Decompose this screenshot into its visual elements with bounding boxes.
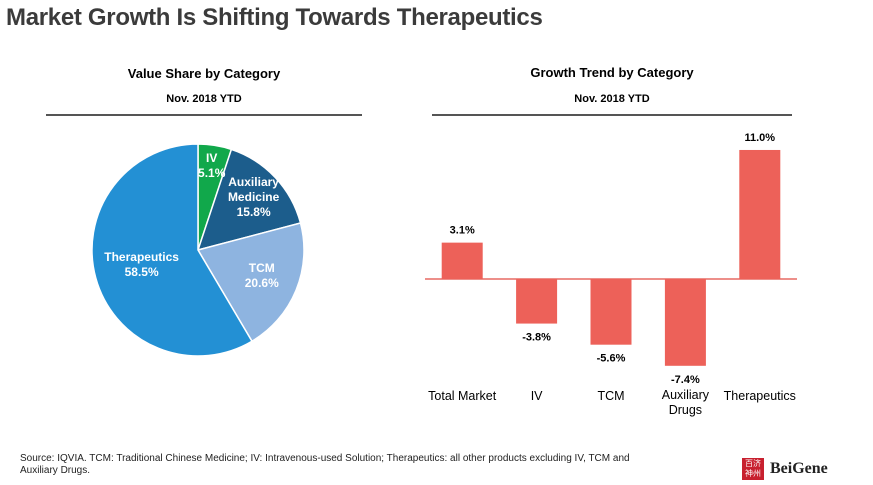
- pie-chart-subtitle: Nov. 2018 YTD: [166, 93, 242, 105]
- pie-label-value: 58.5%: [124, 265, 159, 280]
- pie-label-therapeutics: Therapeutics 58.5%: [104, 250, 179, 280]
- beigene-logo: 百济神州 BeiGene: [742, 458, 828, 480]
- bar-value-label: -5.6%: [597, 353, 626, 365]
- bar-iv: [516, 279, 558, 324]
- pie-label-auxiliary-medicine: Auxiliary Medicine 15.8%: [219, 175, 289, 220]
- bar-category-label: IV: [531, 389, 543, 403]
- bar-tcm: [590, 279, 632, 345]
- pie-label-iv: IV 5.1%: [198, 151, 225, 181]
- pie-label-name: IV: [206, 151, 218, 166]
- pie-slice-auxiliary-medicine: [196, 148, 302, 252]
- pie-label-value: 15.8%: [236, 205, 271, 220]
- page-title: Market Growth Is Shifting Towards Therap…: [6, 4, 543, 31]
- bar-value-label: -7.4%: [671, 374, 700, 386]
- bar-therapeutics: [739, 149, 781, 279]
- bar-chart-title: Growth Trend by Category: [530, 65, 694, 80]
- source-footnote: Source: IQVIA. TCM: Traditional Chinese …: [20, 453, 630, 476]
- pie-label-value: 5.1%: [198, 166, 226, 181]
- pie-label-name: TCM: [248, 261, 275, 276]
- bar-value-label: 3.1%: [450, 225, 475, 237]
- pie-label-tcm: TCM 20.6%: [245, 261, 279, 291]
- bar-total-market: [441, 242, 483, 279]
- bar-auxiliary-drugs: [664, 279, 706, 366]
- logo-text: BeiGene: [770, 460, 828, 477]
- bar-category-label: Auxiliary Drugs: [662, 388, 710, 417]
- pie-slice-tcm: [196, 222, 305, 343]
- bar-category-label: Total Market: [428, 389, 497, 403]
- bar-value-label: 11.0%: [745, 132, 776, 144]
- bar-value-label: -3.8%: [522, 332, 551, 344]
- bar-divider: [432, 114, 792, 116]
- bar-category-label: TCM: [597, 389, 624, 403]
- pie-label-name: Therapeutics: [104, 250, 179, 265]
- bar-category-label: Therapeutics: [724, 389, 796, 403]
- pie-divider: [46, 114, 362, 116]
- logo-mark-icon: 百济神州: [742, 458, 764, 480]
- pie-label-value: 20.6%: [244, 276, 279, 291]
- bar-chart-subtitle: Nov. 2018 YTD: [574, 93, 650, 105]
- pie-slice-therapeutics: [91, 143, 253, 357]
- pie-label-name: Auxiliary Medicine: [227, 175, 280, 205]
- pie-chart-title: Value Share by Category: [127, 66, 281, 81]
